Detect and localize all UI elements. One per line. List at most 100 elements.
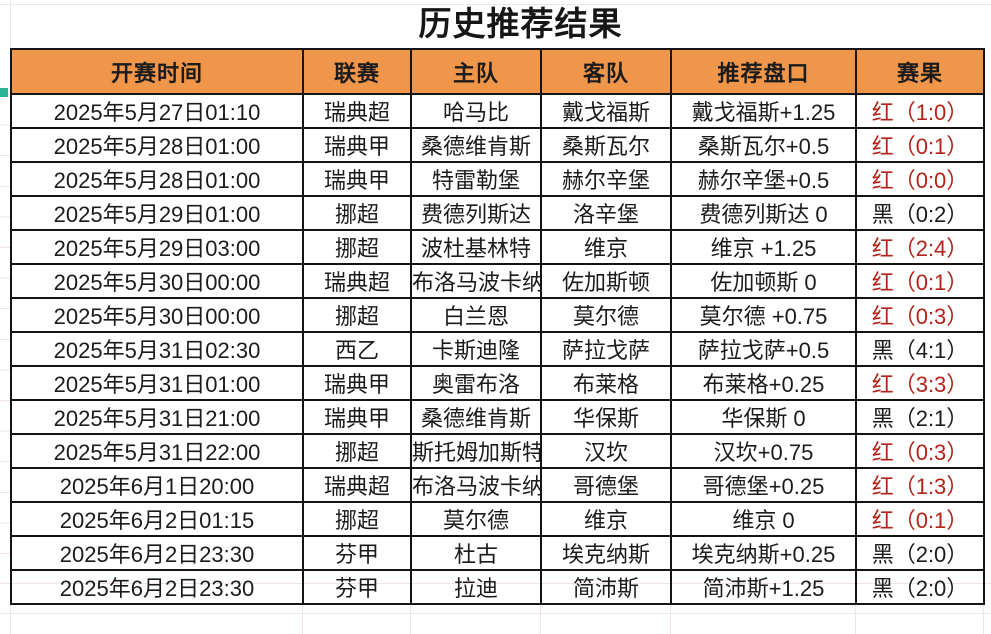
cell-result[interactable]: 红（0:1）: [855, 263, 985, 299]
cell-league[interactable]: 瑞典超: [302, 467, 412, 503]
sheet-edge-marker: [0, 88, 8, 97]
cell-home[interactable]: 波杜基林特: [410, 229, 542, 265]
cell-home[interactable]: 卡斯迪隆: [410, 331, 542, 367]
cell-away[interactable]: 佐加斯顿: [540, 263, 672, 299]
cell-league[interactable]: 挪超: [302, 297, 412, 333]
cell-handicap[interactable]: 简沛斯+1.25: [670, 569, 857, 605]
cell-away[interactable]: 萨拉戈萨: [540, 331, 672, 367]
cell-handicap[interactable]: 华保斯 0: [670, 399, 857, 435]
cell-away[interactable]: 华保斯: [540, 399, 672, 435]
column-header-time[interactable]: 开赛时间: [10, 48, 304, 95]
cell-home[interactable]: 桑德维肯斯: [410, 127, 542, 163]
cell-away[interactable]: 维京: [540, 501, 672, 537]
cell-league[interactable]: 挪超: [302, 433, 412, 469]
cell-time[interactable]: 2025年6月2日01:15: [10, 501, 304, 537]
cell-result[interactable]: 红（1:0）: [855, 93, 985, 129]
cell-handicap[interactable]: 莫尔德 +0.75: [670, 297, 857, 333]
cell-home[interactable]: 布洛马波卡纳: [410, 467, 542, 503]
cell-time[interactable]: 2025年5月29日03:00: [10, 229, 304, 265]
cell-result[interactable]: 黑（4:1）: [855, 331, 985, 367]
cell-handicap[interactable]: 戴戈福斯+1.25: [670, 93, 857, 129]
cell-league[interactable]: 瑞典超: [302, 263, 412, 299]
cell-away[interactable]: 维京: [540, 229, 672, 265]
page-title[interactable]: 历史推荐结果: [418, 5, 623, 42]
cell-time[interactable]: 2025年6月2日23:30: [10, 569, 304, 605]
cell-league[interactable]: 瑞典甲: [302, 127, 412, 163]
cell-away[interactable]: 莫尔德: [540, 297, 672, 333]
cell-result[interactable]: 红（1:3）: [855, 467, 985, 503]
cell-handicap[interactable]: 哥德堡+0.25: [670, 467, 857, 503]
cell-away[interactable]: 简沛斯: [540, 569, 672, 605]
cell-time[interactable]: 2025年5月31日01:00: [10, 365, 304, 401]
cell-handicap[interactable]: 埃克纳斯+0.25: [670, 535, 857, 571]
cell-away[interactable]: 哥德堡: [540, 467, 672, 503]
cell-home[interactable]: 特雷勒堡: [410, 161, 542, 197]
cell-home[interactable]: 白兰恩: [410, 297, 542, 333]
cell-handicap[interactable]: 维京 +1.25: [670, 229, 857, 265]
cell-home[interactable]: 拉迪: [410, 569, 542, 605]
cell-away[interactable]: 埃克纳斯: [540, 535, 672, 571]
cell-league[interactable]: 瑞典甲: [302, 399, 412, 435]
column-header-result[interactable]: 赛果: [855, 48, 985, 95]
cell-home[interactable]: 桑德维肯斯: [410, 399, 542, 435]
gridline-bottom-h2: [0, 613, 991, 614]
cell-home[interactable]: 哈马比: [410, 93, 542, 129]
cell-home[interactable]: 布洛马波卡纳: [410, 263, 542, 299]
cell-home[interactable]: 莫尔德: [410, 501, 542, 537]
cell-handicap[interactable]: 赫尔辛堡+0.5: [670, 161, 857, 197]
cell-time[interactable]: 2025年5月30日00:00: [10, 263, 304, 299]
cell-handicap[interactable]: 布莱格+0.25: [670, 365, 857, 401]
cell-handicap[interactable]: 佐加顿斯 0: [670, 263, 857, 299]
cell-league[interactable]: 瑞典甲: [302, 161, 412, 197]
cell-away[interactable]: 汉坎: [540, 433, 672, 469]
cell-away[interactable]: 布莱格: [540, 365, 672, 401]
cell-time[interactable]: 2025年5月29日01:00: [10, 195, 304, 231]
cell-time[interactable]: 2025年5月28日01:00: [10, 161, 304, 197]
cell-result[interactable]: 红（0:1）: [855, 127, 985, 163]
cell-home[interactable]: 杜古: [410, 535, 542, 571]
cell-away[interactable]: 戴戈福斯: [540, 93, 672, 129]
cell-away[interactable]: 赫尔辛堡: [540, 161, 672, 197]
column-header-home[interactable]: 主队: [410, 48, 542, 95]
cell-time[interactable]: 2025年5月31日02:30: [10, 331, 304, 367]
cell-league[interactable]: 瑞典超: [302, 93, 412, 129]
cell-handicap[interactable]: 费德列斯达 0: [670, 195, 857, 231]
cell-league[interactable]: 芬甲: [302, 535, 412, 571]
cell-handicap[interactable]: 维京 0: [670, 501, 857, 537]
cell-away[interactable]: 洛辛堡: [540, 195, 672, 231]
cell-result[interactable]: 红（0:0）: [855, 161, 985, 197]
cell-time[interactable]: 2025年5月30日00:00: [10, 297, 304, 333]
cell-handicap[interactable]: 萨拉戈萨+0.5: [670, 331, 857, 367]
cell-handicap[interactable]: 桑斯瓦尔+0.5: [670, 127, 857, 163]
cell-result[interactable]: 红（0:3）: [855, 433, 985, 469]
cell-league[interactable]: 瑞典甲: [302, 365, 412, 401]
cell-result[interactable]: 黑（2:0）: [855, 569, 985, 605]
column-header-handicap[interactable]: 推荐盘口: [670, 48, 857, 95]
cell-handicap[interactable]: 汉坎+0.75: [670, 433, 857, 469]
cell-league[interactable]: 西乙: [302, 331, 412, 367]
column-header-league[interactable]: 联赛: [302, 48, 412, 95]
cell-home[interactable]: 斯托姆加斯特: [410, 433, 542, 469]
cell-time[interactable]: 2025年6月1日20:00: [10, 467, 304, 503]
cell-time[interactable]: 2025年5月28日01:00: [10, 127, 304, 163]
cell-result[interactable]: 红（0:1）: [855, 501, 985, 537]
cell-result[interactable]: 红（2:4）: [855, 229, 985, 265]
cell-result[interactable]: 黑（2:1）: [855, 399, 985, 435]
cell-away[interactable]: 桑斯瓦尔: [540, 127, 672, 163]
table-row: 2025年6月2日23:30 芬甲 杜古 埃克纳斯 埃克纳斯+0.25 黑（2:0）: [10, 535, 985, 571]
cell-league[interactable]: 挪超: [302, 229, 412, 265]
cell-result[interactable]: 红（3:3）: [855, 365, 985, 401]
cell-league[interactable]: 挪超: [302, 501, 412, 537]
cell-home[interactable]: 费德列斯达: [410, 195, 542, 231]
column-header-away[interactable]: 客队: [540, 48, 672, 95]
cell-home[interactable]: 奥雷布洛: [410, 365, 542, 401]
cell-result[interactable]: 黑（0:2）: [855, 195, 985, 231]
cell-league[interactable]: 芬甲: [302, 569, 412, 605]
cell-time[interactable]: 2025年6月2日23:30: [10, 535, 304, 571]
cell-time[interactable]: 2025年5月27日01:10: [10, 93, 304, 129]
cell-league[interactable]: 挪超: [302, 195, 412, 231]
cell-result[interactable]: 黑（2:0）: [855, 535, 985, 571]
cell-time[interactable]: 2025年5月31日21:00: [10, 399, 304, 435]
cell-result[interactable]: 红（0:3）: [855, 297, 985, 333]
cell-time[interactable]: 2025年5月31日22:00: [10, 433, 304, 469]
